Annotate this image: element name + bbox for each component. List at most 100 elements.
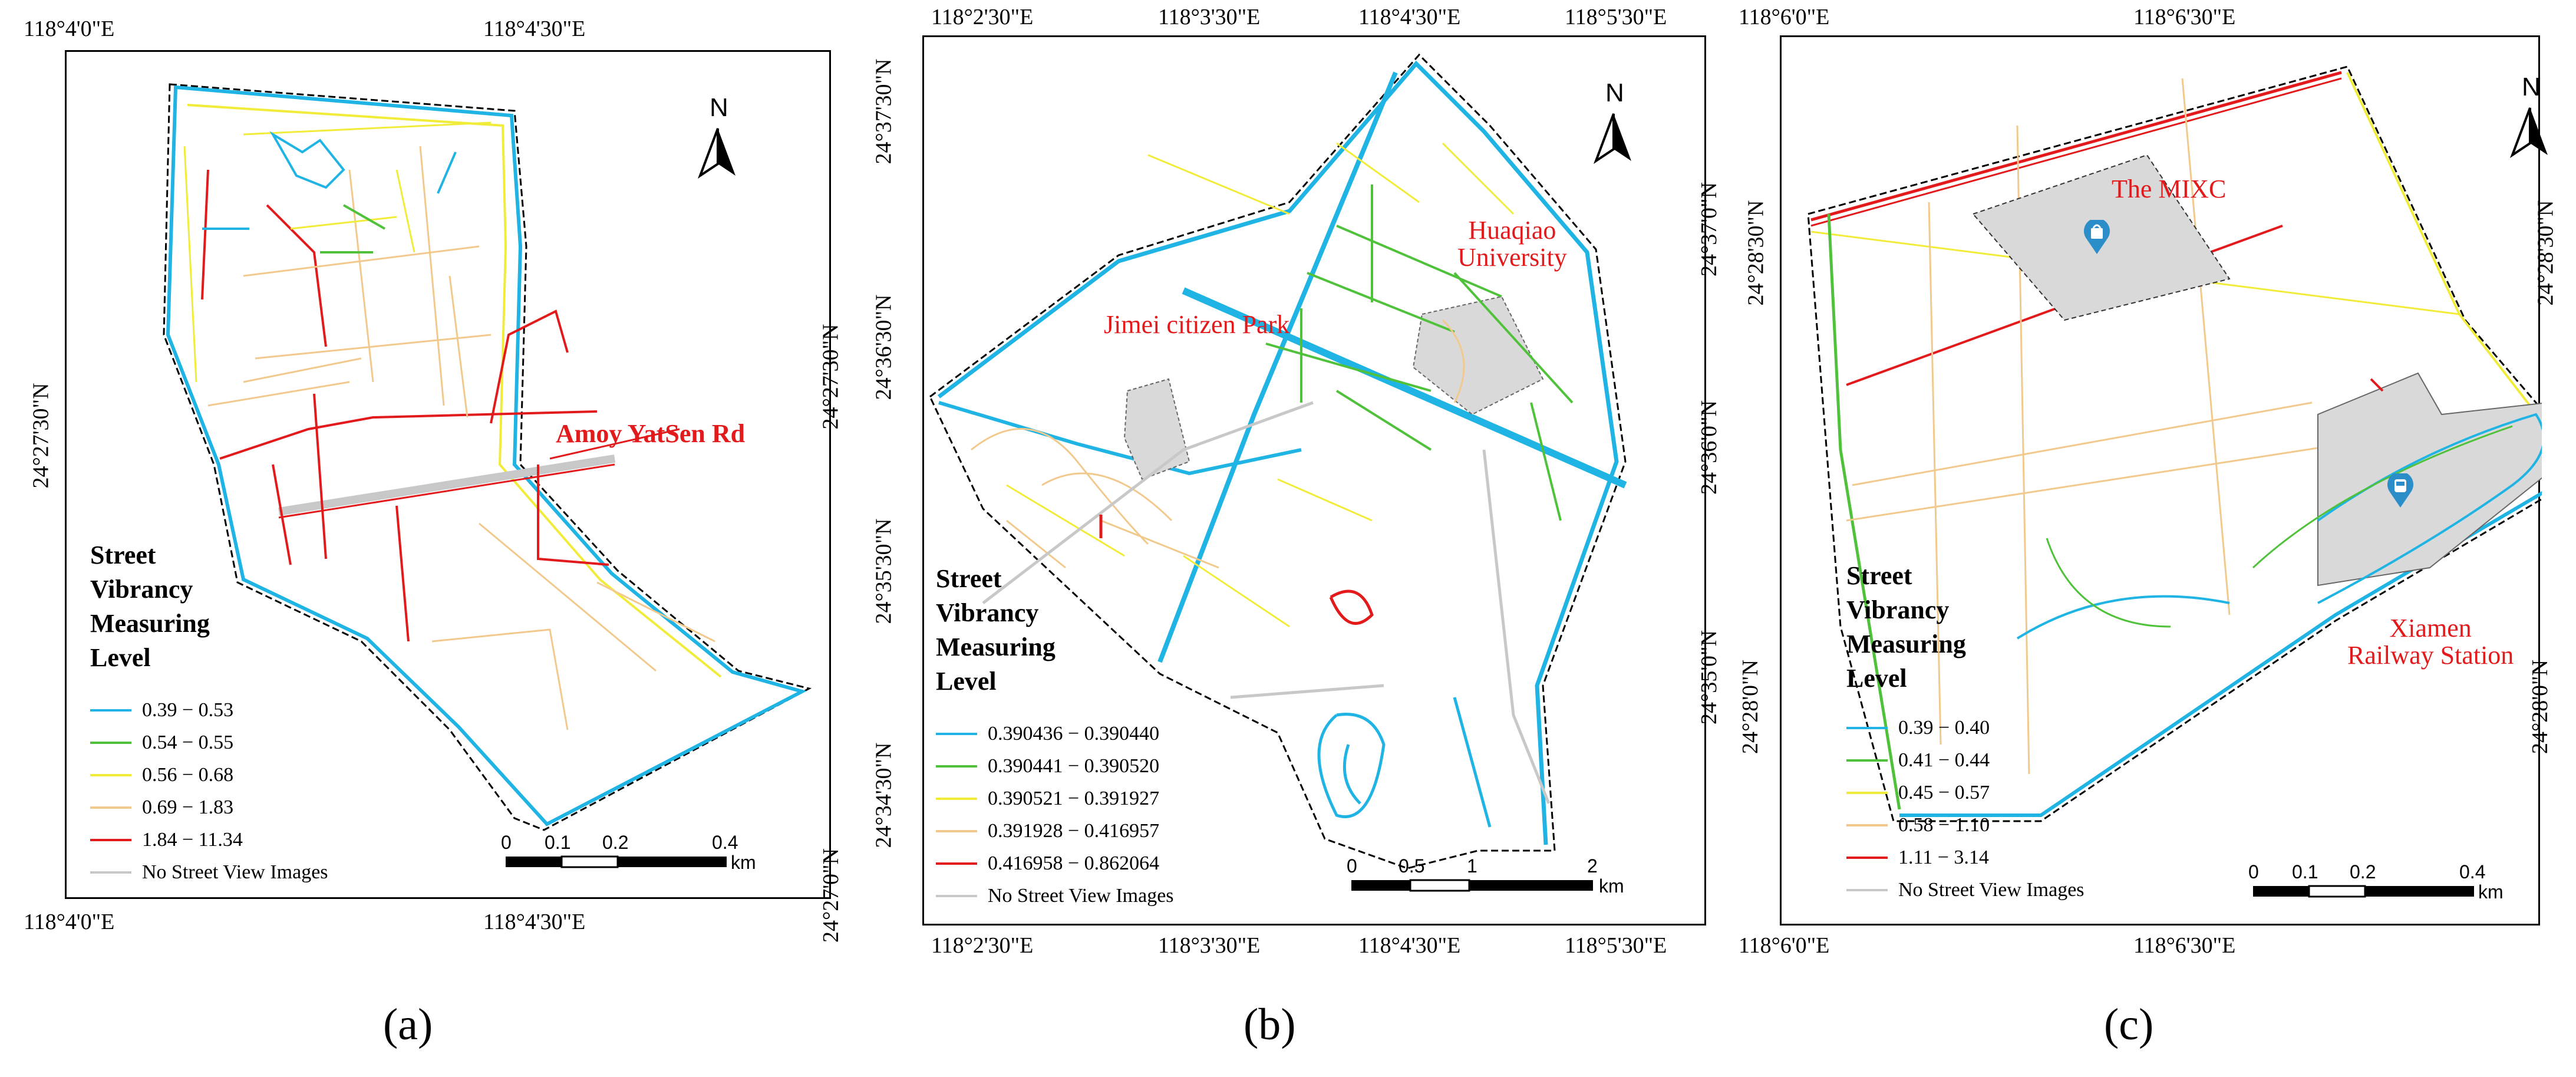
coord-left-a-1: 24°27'30"N: [28, 383, 54, 489]
north-label: N: [1605, 78, 1624, 107]
street-network-b: [929, 53, 1627, 869]
legend-swatch: [936, 862, 977, 865]
scale-tick: 0.1: [2292, 861, 2318, 882]
legend-item-b-2: 0.390441 − 0.390520: [936, 756, 1159, 776]
legend-swatch: [1846, 857, 1888, 859]
legend-item-c-3: 0.45 − 0.57: [1846, 783, 1990, 803]
legend-swatch: [1846, 824, 1888, 826]
scale-tick: 0.5: [1399, 855, 1425, 877]
scale-unit: km: [2478, 881, 2504, 903]
shopping-bag-icon: [2082, 218, 2112, 255]
legend-item-c-6: No Street View Images: [1846, 880, 2084, 900]
legend-label: 0.58 − 1.10: [1898, 814, 1990, 836]
legend-item-b-1: 0.390436 − 0.390440: [936, 724, 1159, 744]
caption-b: (b): [1244, 1000, 1296, 1049]
legend-label: 0.391928 − 0.416957: [988, 820, 1160, 842]
legend-swatch: [1846, 889, 1888, 891]
coord-top-a-2: 118°4'30"E: [483, 17, 586, 41]
legend-title-c: Street Vibrancy Measuring Level: [1846, 561, 1966, 693]
annotation-xiamen-railway-station: Xiamen Railway Station: [2347, 614, 2514, 670]
coord-bottom-a-2: 118°4'30"E: [483, 910, 586, 934]
legend-label: 0.41 − 0.44: [1898, 749, 1990, 771]
annotation-amoy-yatsen-rd: Amoy YatSen Rd: [556, 419, 746, 448]
coord-right-a-1: 24°27'30"N: [818, 324, 843, 430]
legend-label: 1.11 − 3.14: [1898, 847, 1989, 868]
legend-label: 0.416958 − 0.862064: [988, 852, 1160, 874]
scale-bar-b: 0 0.5 1 2 km: [1347, 855, 1634, 898]
legend-label: 0.54 − 0.55: [142, 732, 234, 753]
coord-top-b-4: 118°5'30"E: [1565, 5, 1667, 29]
north-label: N: [2522, 73, 2541, 101]
scale-tick: 0.2: [602, 832, 629, 853]
legend-swatch: [90, 709, 131, 712]
coord-bottom-b-3: 118°4'30"E: [1358, 933, 1461, 958]
coord-bottom-c-1: 118°6'0"E: [1739, 933, 1830, 958]
legend-swatch: [1846, 727, 1888, 729]
coord-right-c-1: 24°28'30"N: [2533, 200, 2558, 306]
scale-bar-c: 0 0.1 0.2 0.4 km: [2248, 861, 2524, 904]
coord-right-a-2: 24°27'0"N: [819, 848, 843, 943]
legend-label: No Street View Images: [142, 861, 328, 883]
scale-tick: 1: [1467, 855, 1477, 877]
coord-right-b-1: 24°37'0"N: [1697, 182, 1721, 276]
legend-label: No Street View Images: [1898, 879, 2084, 901]
legend-swatch: [90, 839, 131, 841]
legend-title-b: Street Vibrancy Measuring Level: [936, 564, 1056, 696]
legend-item-b-5: 0.416958 − 0.862064: [936, 854, 1159, 874]
scale-tick: 0: [2248, 861, 2259, 882]
legend-label: 0.390521 − 0.391927: [988, 788, 1160, 809]
legend-item-a-1: 0.39 − 0.53: [90, 700, 233, 720]
coord-bottom-b-4: 118°5'30"E: [1565, 933, 1667, 958]
legend-label: 0.390436 − 0.390440: [988, 723, 1160, 745]
coord-left-b-1: 24°37'30"N: [871, 58, 896, 164]
scale-tick: 0.2: [2350, 861, 2376, 882]
scale-tick: 0.4: [2459, 861, 2486, 882]
legend-item-b-4: 0.391928 − 0.416957: [936, 821, 1159, 841]
legend-item-a-5: 1.84 − 11.34: [90, 830, 243, 850]
scale-tick: 0.1: [545, 832, 571, 853]
map-frame-a: N Amoy YatSen Rd Street Vibrancy Measuri…: [65, 50, 831, 899]
scale-tick: 0: [501, 832, 512, 853]
coord-left-c-1: 24°28'30"N: [1743, 200, 1769, 306]
legend-label: 0.56 − 0.68: [142, 764, 234, 786]
map-panel-b: N Huaqiao University Jimei citizen Park …: [855, 0, 1733, 1077]
coord-bottom-c-2: 118°6'30"E: [2133, 933, 2236, 958]
train-icon: [2386, 471, 2415, 509]
legend-swatch: [90, 774, 131, 776]
legend-swatch: [936, 830, 977, 832]
legend-swatch: [936, 798, 977, 800]
coord-top-b-3: 118°4'30"E: [1358, 5, 1461, 29]
scale-tick: 2: [1587, 855, 1598, 877]
annotation-the-mixc: The MIXC: [2112, 174, 2227, 203]
coord-bottom-a-1: 118°4'0"E: [24, 910, 115, 934]
caption-c: (c): [2104, 1000, 2154, 1049]
scale-unit: km: [1599, 875, 1624, 897]
north-label: N: [710, 93, 728, 122]
legend-swatch: [90, 742, 131, 744]
legend-item-c-1: 0.39 − 0.40: [1846, 718, 1990, 738]
legend-swatch: [90, 806, 131, 809]
annotation-huaqiao-university: Huaqiao University: [1457, 216, 1567, 272]
legend-swatch: [90, 871, 131, 874]
coord-top-b-2: 118°3'30"E: [1158, 5, 1261, 29]
scale-tick: 0: [1347, 855, 1357, 877]
legend-item-a-2: 0.54 − 0.55: [90, 733, 233, 753]
coord-left-c-2: 24°28'0"N: [1738, 660, 1763, 754]
legend-label: 1.84 − 11.34: [142, 829, 243, 851]
coord-top-a-1: 118°4'0"E: [24, 17, 115, 41]
coord-left-b-4: 24°34'30"N: [871, 742, 896, 848]
map-panel-a: N Amoy YatSen Rd Street Vibrancy Measuri…: [0, 0, 855, 1077]
legend-swatch: [936, 765, 977, 768]
map-panel-c: N The MIXC Xiamen Railway Station Street…: [1733, 0, 2576, 1077]
legend-label: 0.69 − 1.83: [142, 796, 234, 818]
annotation-jimei-citizen-park: Jimei citizen Park: [1104, 310, 1290, 339]
legend-label: 0.39 − 0.40: [1898, 717, 1990, 739]
legend-item-b-6: No Street View Images: [936, 886, 1174, 906]
legend-label: No Street View Images: [988, 885, 1174, 907]
map-frame-c: N The MIXC Xiamen Railway Station Street…: [1780, 35, 2548, 926]
legend-swatch: [1846, 792, 1888, 794]
coord-right-c-2: 24°28'0"N: [2528, 660, 2552, 754]
coord-top-c-2: 118°6'30"E: [2133, 5, 2236, 29]
legend-item-b-3: 0.390521 − 0.391927: [936, 789, 1159, 809]
north-arrow-c: N: [2506, 73, 2554, 161]
